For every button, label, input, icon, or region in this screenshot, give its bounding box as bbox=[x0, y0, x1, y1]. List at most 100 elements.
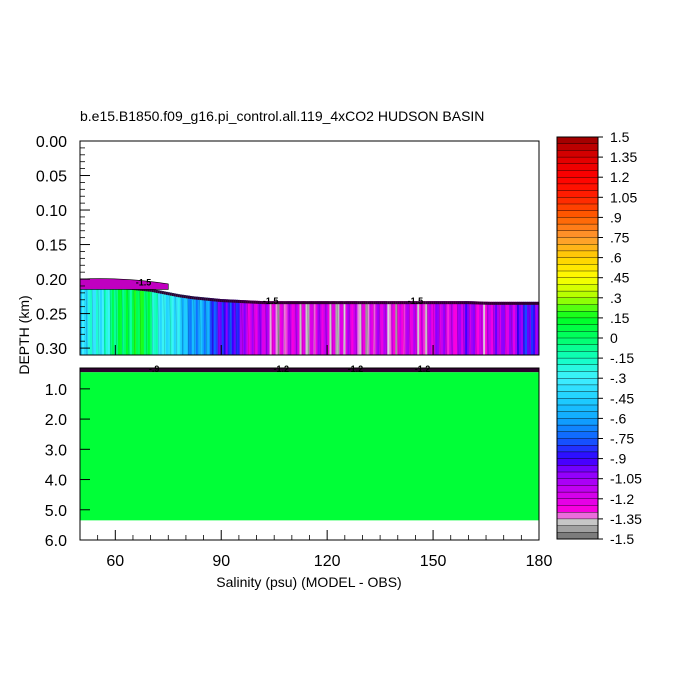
colorbar-swatch bbox=[556, 505, 599, 513]
colorbar-swatch bbox=[556, 156, 599, 165]
colorbar-swatch bbox=[556, 478, 599, 486]
profile-top-band bbox=[293, 301, 296, 305]
profile-cell bbox=[415, 301, 418, 355]
profile-cell bbox=[117, 285, 121, 355]
profile-top-band bbox=[471, 301, 474, 305]
profile-top-band bbox=[537, 301, 540, 305]
upper-panel-frame bbox=[79, 140, 540, 356]
profile-top-band bbox=[507, 301, 510, 305]
profile-cell bbox=[271, 301, 274, 355]
lower-top-band bbox=[80, 368, 539, 373]
x-axis-label: Salinity (psu) (MODEL - OBS) bbox=[216, 574, 401, 590]
contour-line bbox=[145, 291, 147, 356]
y-tick-label: 0.10 bbox=[36, 203, 67, 220]
lower-y-ticks: 1.0 2.0 3.0 4.0 5.0 6.0 bbox=[45, 382, 90, 550]
contour-line bbox=[445, 304, 447, 356]
y-tick-label: 6.0 bbox=[45, 533, 67, 550]
profile-cell bbox=[389, 301, 392, 355]
profile-cell bbox=[81, 279, 85, 355]
profile-top-band bbox=[467, 301, 470, 305]
contour-line bbox=[373, 304, 375, 356]
profile-top-band bbox=[221, 299, 225, 303]
profile-cell bbox=[247, 300, 251, 355]
colorbar-swatch bbox=[556, 197, 599, 205]
colorbar-swatch bbox=[556, 290, 599, 299]
profile-cell bbox=[115, 284, 119, 355]
profile-cell bbox=[181, 294, 185, 355]
colorbar-swatch bbox=[556, 210, 599, 218]
profile-top-band bbox=[323, 301, 326, 305]
profile-cell bbox=[299, 301, 302, 355]
contour-line bbox=[409, 304, 411, 356]
profile-top-band bbox=[281, 301, 284, 305]
colorbar-swatch bbox=[556, 257, 599, 265]
colorbar-swatch bbox=[556, 337, 599, 346]
profile-cell bbox=[417, 301, 420, 355]
profile-cell bbox=[521, 301, 524, 355]
profile-cell bbox=[509, 301, 512, 355]
profile-cell bbox=[249, 300, 253, 355]
contour-line bbox=[241, 303, 243, 356]
profile-top-band bbox=[193, 296, 197, 300]
profile-top-band bbox=[413, 301, 416, 305]
profile-top-band bbox=[501, 301, 504, 305]
profile-cell bbox=[519, 301, 522, 355]
profile-cell bbox=[507, 301, 510, 355]
profile-cell bbox=[423, 301, 426, 355]
profile-cell bbox=[463, 301, 466, 355]
profile-cell bbox=[527, 301, 530, 355]
colorbar-tick-label: .15 bbox=[610, 310, 630, 326]
profile-cell bbox=[143, 288, 147, 355]
contour-line bbox=[139, 290, 141, 356]
contour-line bbox=[481, 304, 483, 356]
profile-cell bbox=[233, 299, 237, 355]
profile-top-band bbox=[513, 301, 516, 305]
profile-cell bbox=[287, 301, 290, 355]
profile-cell bbox=[269, 301, 272, 355]
profile-top-band bbox=[383, 301, 386, 305]
colorbar-swatch bbox=[556, 525, 599, 533]
y-tick-label: 0.30 bbox=[36, 341, 67, 358]
profile-cell bbox=[393, 301, 396, 355]
profile-top-band bbox=[345, 301, 348, 305]
profile-cell bbox=[427, 301, 430, 355]
x-tick-label: 60 bbox=[106, 553, 124, 570]
profile-cell bbox=[469, 301, 472, 355]
profile-top-band bbox=[333, 301, 336, 305]
profile-top-band bbox=[431, 301, 434, 305]
profile-top-band bbox=[479, 301, 482, 305]
profile-cell bbox=[171, 293, 175, 355]
contour-line bbox=[516, 304, 519, 356]
profile-cell bbox=[107, 283, 111, 355]
profile-top-band bbox=[325, 301, 328, 305]
profile-cell bbox=[457, 301, 460, 355]
profile-top-band bbox=[355, 301, 358, 305]
contour-line bbox=[504, 304, 507, 356]
contour-line bbox=[498, 304, 501, 356]
colorbar-tick-label: 1.05 bbox=[610, 189, 637, 205]
profile-top-band bbox=[477, 301, 480, 305]
profile-top-band bbox=[437, 301, 440, 305]
profile-cell bbox=[135, 287, 139, 355]
x-tick-label: 180 bbox=[526, 553, 553, 570]
profile-top-band bbox=[425, 301, 428, 305]
profile-top-band bbox=[519, 301, 522, 305]
profile-cell bbox=[491, 301, 494, 355]
contour-line bbox=[259, 304, 261, 356]
profile-cell bbox=[285, 301, 288, 355]
contour-line bbox=[463, 304, 465, 356]
profile-cell bbox=[391, 301, 394, 355]
profile-cell bbox=[489, 301, 492, 355]
colorbar-swatch bbox=[556, 324, 599, 332]
profile-cell bbox=[205, 297, 209, 355]
profile-cell bbox=[137, 287, 141, 355]
profile-cell bbox=[465, 301, 468, 355]
profile-top-band bbox=[223, 299, 227, 303]
contour-line bbox=[486, 304, 489, 356]
contour-line bbox=[307, 304, 309, 356]
profile-cell bbox=[295, 301, 298, 355]
y-tick-label: 0.15 bbox=[36, 238, 67, 255]
profile-cell bbox=[475, 301, 478, 355]
profile-cell bbox=[163, 291, 167, 355]
profile-top-band bbox=[505, 301, 508, 305]
